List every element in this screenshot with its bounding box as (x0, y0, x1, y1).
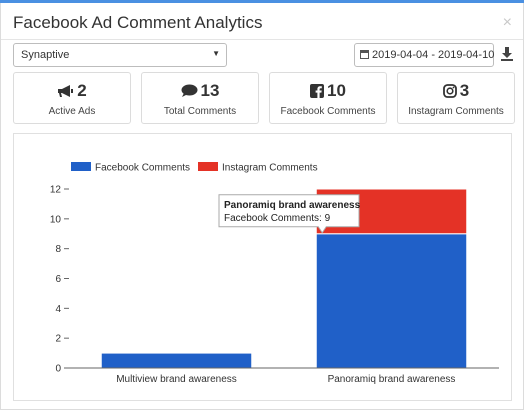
legend-label-facebook: Facebook Comments (95, 163, 190, 174)
chevron-down-icon: ▼ (212, 49, 220, 58)
y-tick-label: 4 (55, 304, 61, 315)
megaphone-icon (58, 85, 74, 97)
stat-value: 10 (327, 81, 346, 100)
tooltip-text: Facebook Comments: 9 (224, 213, 331, 224)
stat-value: 3 (459, 81, 470, 100)
date-range-picker[interactable]: 2019-04-04 - 2019-04-10 (354, 43, 494, 67)
x-axis: Multiview brand awareness Panoramiq bran… (69, 367, 499, 385)
y-tick-label: 8 (55, 244, 61, 255)
instagram-icon (442, 84, 457, 98)
y-tick-label: 6 (55, 274, 61, 285)
stat-card-total-comments: 13 Total Comments (141, 72, 259, 124)
header-divider (1, 39, 523, 40)
chart-legend: Facebook Comments Instagram Comments (71, 162, 318, 174)
facebook-icon (310, 84, 325, 98)
chart-tooltip: Panoramiq brand awareness Facebook Comme… (218, 194, 361, 234)
stat-label: Instagram Comments (408, 106, 504, 117)
comments-icon (181, 84, 198, 97)
modal-title: Facebook Ad Comment Analytics (13, 13, 263, 32)
stat-label: Active Ads (48, 106, 96, 117)
x-tick-label: Multiview brand awareness (116, 374, 237, 385)
account-select[interactable]: Synaptive ▼ (13, 43, 227, 67)
stat-card-active-ads: 2 Active Ads (13, 72, 131, 124)
account-select-value: Synaptive (21, 49, 70, 61)
chart-panel: Facebook Comments Instagram Comments 0 2 4… (13, 133, 512, 401)
stat-value: 2 (77, 81, 87, 100)
legend-swatch-facebook (71, 162, 91, 171)
analytics-modal: Facebook Ad Comment Analytics × Synaptiv… (0, 3, 524, 410)
bar-facebook[interactable] (315, 233, 468, 369)
legend-swatch-instagram (198, 162, 218, 171)
download-icon[interactable] (501, 47, 513, 61)
y-axis: 0 2 4 6 8 10 12 (50, 185, 69, 375)
calendar-icon (360, 50, 369, 59)
stat-card-instagram-comments: 3 Instagram Comments (397, 72, 515, 124)
stat-label: Facebook Comments (280, 106, 376, 117)
tooltip-box (218, 194, 360, 234)
stat-value: 13 (200, 81, 220, 100)
x-tick-label: Panoramiq brand awareness (328, 374, 456, 385)
legend-label-instagram: Instagram Comments (222, 163, 318, 174)
y-tick-label: 2 (55, 334, 61, 345)
stat-label: Total Comments (163, 106, 237, 117)
tooltip-title: Panoramiq brand awareness (224, 200, 361, 211)
y-tick-label: 12 (50, 185, 62, 196)
comments-bar-chart: Facebook Comments Instagram Comments 0 2 4… (50, 162, 499, 385)
top-accent-bar (0, 0, 524, 3)
close-icon[interactable]: × (502, 14, 512, 31)
date-range-value: 2019-04-04 - 2019-04-10 (372, 49, 495, 61)
stat-card-facebook-comments: 10 Facebook Comments (269, 72, 387, 124)
y-tick-label: 0 (55, 364, 61, 375)
bar-facebook[interactable] (100, 352, 253, 369)
y-tick-label: 10 (50, 214, 62, 225)
